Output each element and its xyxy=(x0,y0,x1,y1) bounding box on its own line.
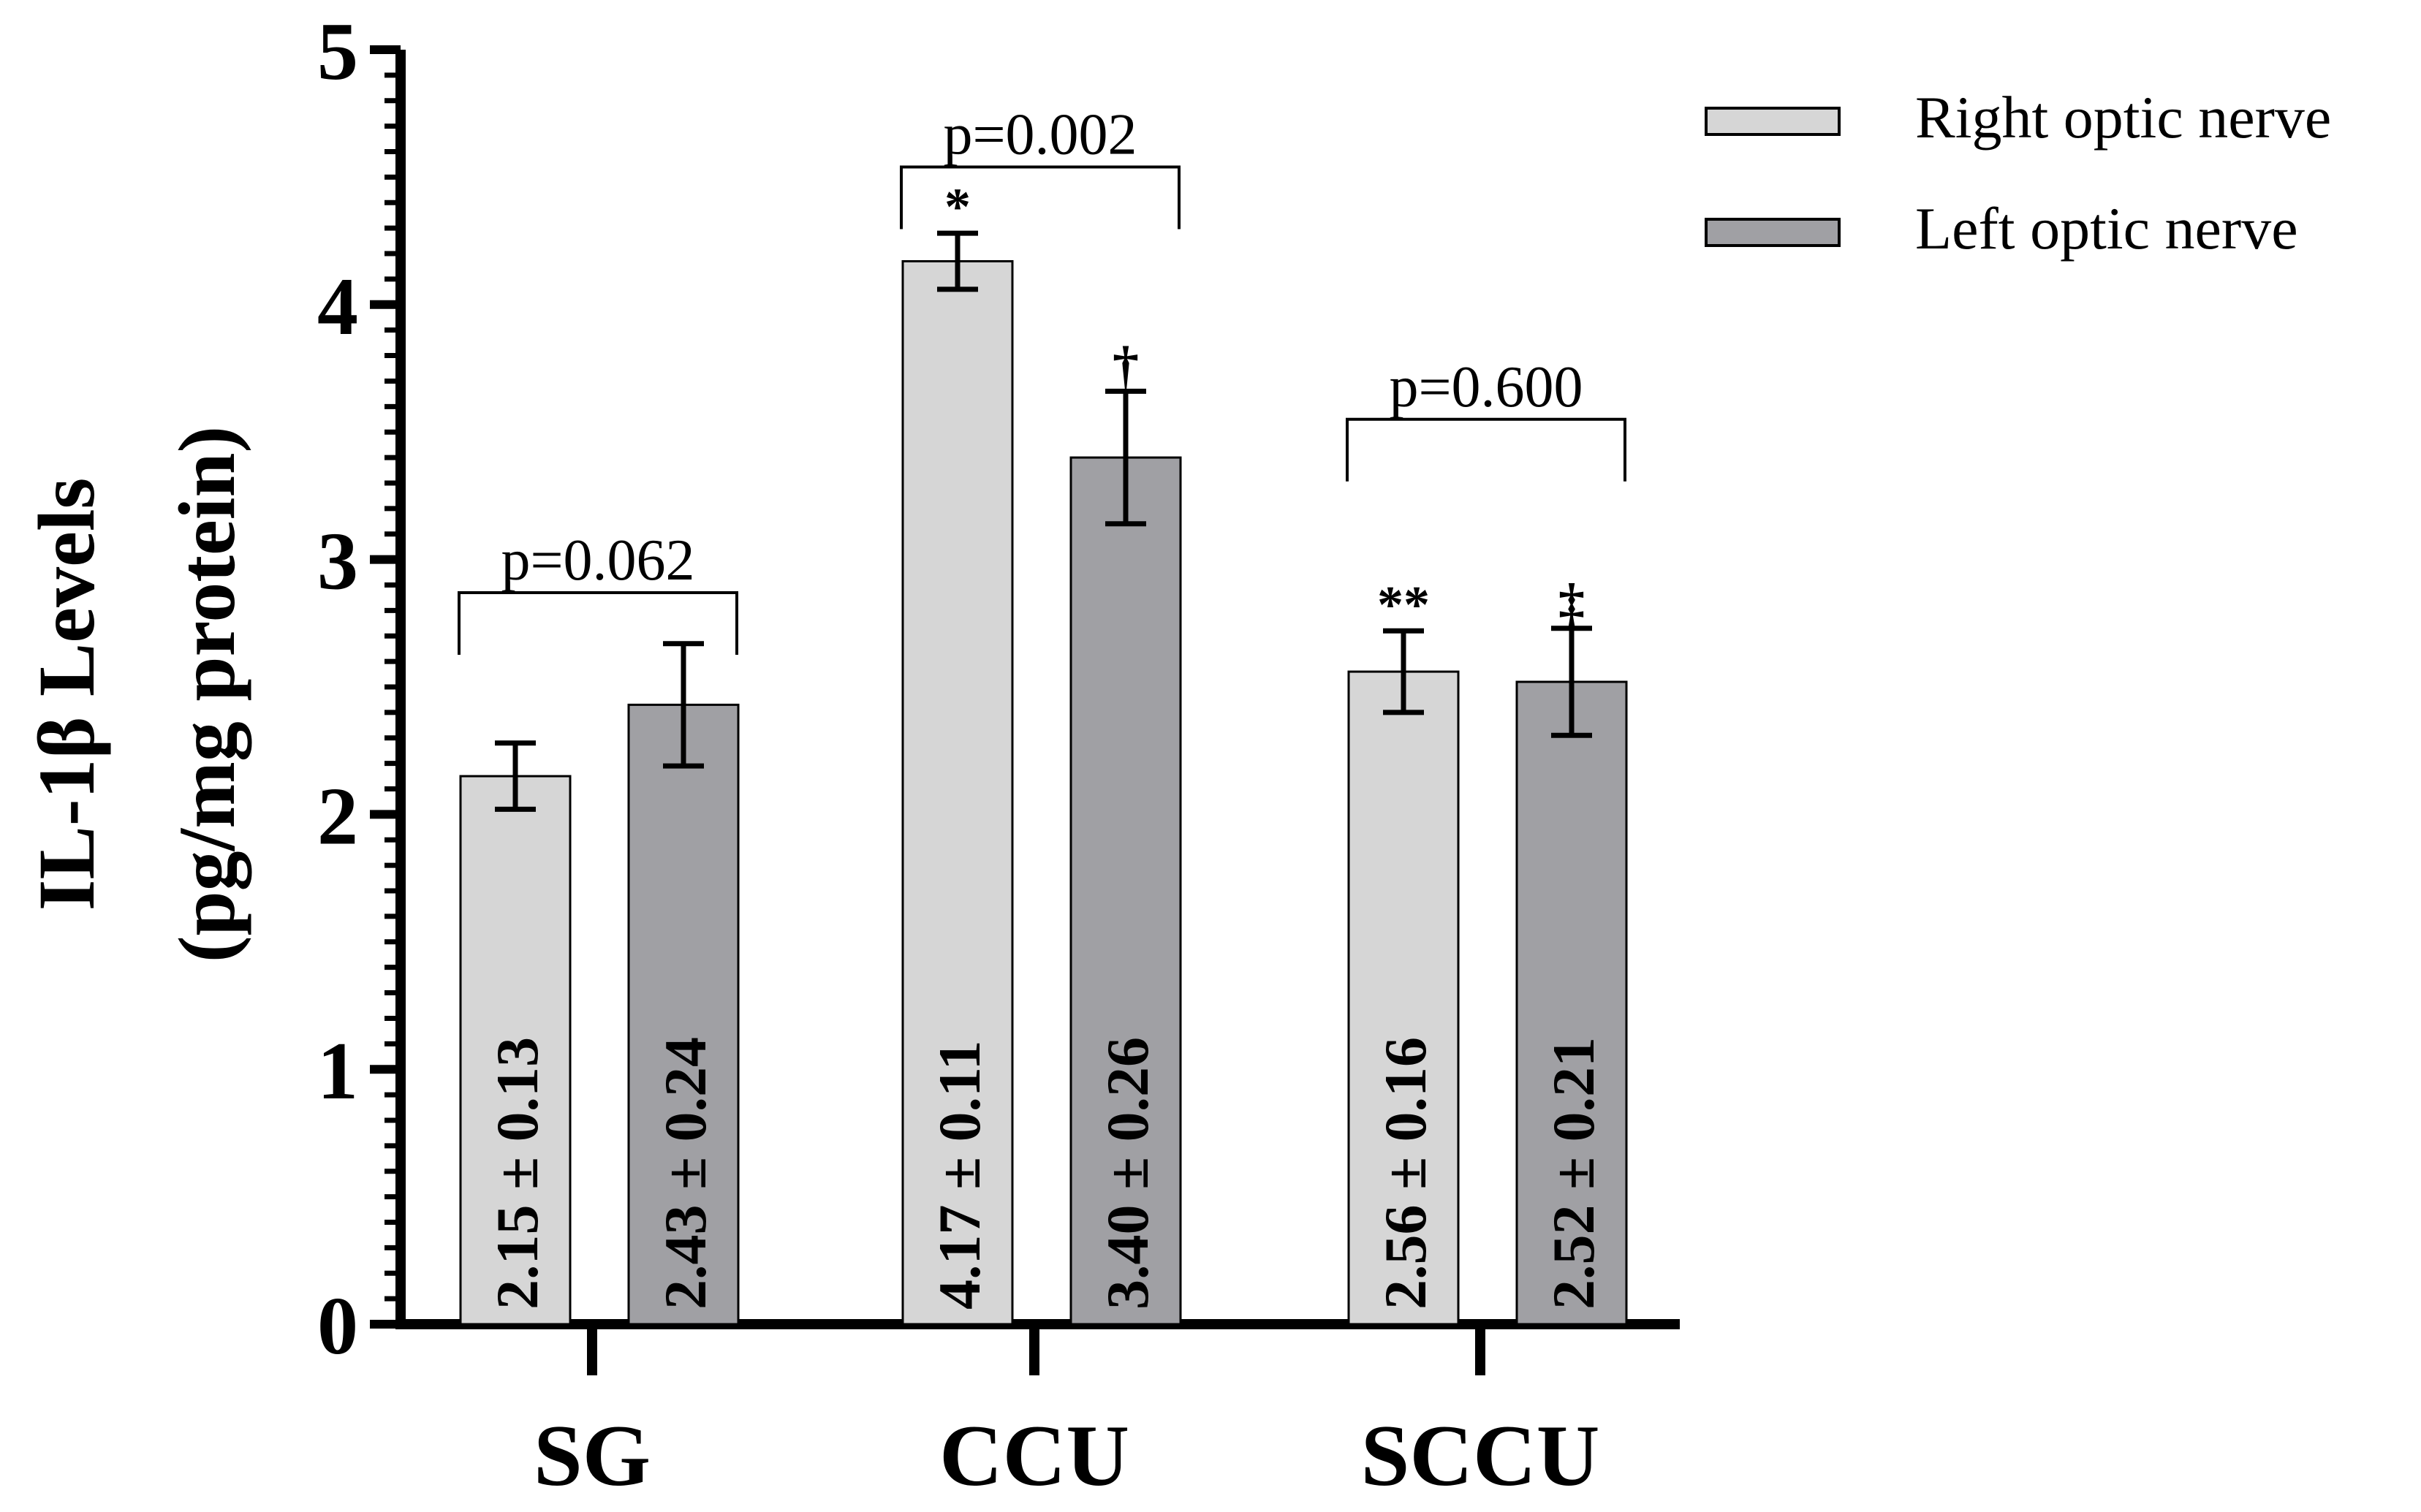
x-tick-label-sccu: SCCU xyxy=(1361,1407,1600,1504)
legend-label-right: Right optic nerve xyxy=(1915,84,2331,151)
x-axis: SG CCU SCCU xyxy=(395,1319,1680,1504)
y-tick-label: 4 xyxy=(317,262,358,352)
comparison-bracket xyxy=(900,165,1181,229)
data-label: 3.40 ± 0.26 xyxy=(1094,1037,1161,1310)
y-tick-label: 2 xyxy=(317,771,358,862)
p-value-label: p=0.062 xyxy=(501,528,694,593)
y-tick-label: 3 xyxy=(317,517,358,607)
data-label: 2.56 ± 0.16 xyxy=(1372,1037,1439,1310)
x-tick-label-sg: SG xyxy=(534,1407,651,1504)
bar-ccu-left xyxy=(1069,456,1182,1326)
y-axis-title-line1: IL-1β Levels xyxy=(22,478,111,911)
significance-marker: ‡ xyxy=(1558,573,1585,631)
legend-label-left: Left optic nerve xyxy=(1915,195,2298,262)
y-tick-label: 0 xyxy=(317,1281,358,1372)
significance-marker: ** xyxy=(1377,575,1430,634)
data-label: 4.17 ± 0.11 xyxy=(926,1041,993,1310)
bar-sg-left xyxy=(627,703,740,1326)
significance-marker: † xyxy=(1113,335,1139,394)
y-tick-label: 1 xyxy=(317,1026,358,1117)
bar-sg-right xyxy=(459,775,572,1326)
y-axis-title-line2: (pg/mg protein) xyxy=(162,426,251,962)
bar-sccu-right xyxy=(1347,670,1460,1326)
data-label: 2.15 ± 0.13 xyxy=(484,1037,550,1310)
y-axis: 0 1 2 3 4 5 xyxy=(317,7,406,1372)
bar-sccu-left xyxy=(1515,680,1628,1326)
comparison-bracket xyxy=(1346,417,1626,482)
legend-swatch-left xyxy=(1705,218,1841,247)
data-label: 2.52 ± 0.21 xyxy=(1540,1037,1607,1310)
p-value-label: p=0.002 xyxy=(943,102,1137,167)
bars: 2.15 ± 0.13 4.17 ± 0.11 2.56 ± 0.16 2.43 ± … xyxy=(459,230,1628,1326)
data-label: 2.43 ± 0.24 xyxy=(652,1037,719,1310)
comparison-bracket xyxy=(458,590,738,655)
significance-marker: * xyxy=(944,178,971,236)
legend: Right optic nerve Left optic nerve xyxy=(1705,84,2331,262)
y-tick-label: 5 xyxy=(317,7,358,97)
x-tick-label-ccu: CCU xyxy=(939,1407,1129,1504)
legend-swatch-right xyxy=(1705,107,1841,136)
p-value-label: p=0.600 xyxy=(1389,355,1583,419)
